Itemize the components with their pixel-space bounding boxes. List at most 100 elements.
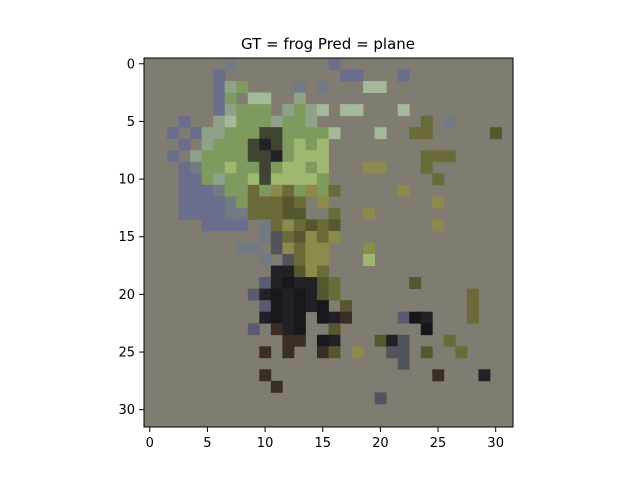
image-pixel [213, 69, 226, 82]
image-pixel [443, 150, 456, 163]
image-pixel [201, 161, 214, 174]
image-pixel [236, 173, 249, 186]
image-pixel [213, 184, 226, 197]
image-pixel [224, 81, 237, 93]
image-pixel [247, 104, 260, 117]
image-pixel [305, 300, 318, 313]
image-pixel [305, 277, 318, 290]
image-pixel [270, 184, 283, 197]
image-pixel [201, 150, 214, 163]
image-pixel [167, 150, 179, 163]
image-pixel [363, 81, 376, 93]
image-pixel [397, 104, 410, 117]
image-pixel [432, 369, 445, 382]
image-pixel [282, 219, 295, 232]
image-pixel [282, 127, 295, 140]
image-pixel [282, 323, 295, 336]
image-pixel [247, 288, 260, 301]
image-pixel [190, 196, 203, 209]
image-pixel [282, 207, 295, 220]
image-pixel [316, 311, 329, 324]
image-pixel [224, 58, 237, 70]
image-pixel [443, 115, 456, 128]
image-pixel [178, 138, 191, 151]
image-pixel [328, 277, 341, 290]
image-pixel [305, 230, 318, 243]
image-pixel [420, 323, 433, 336]
image-pixel [270, 150, 283, 163]
image-pixel [305, 173, 318, 186]
image-pixel [270, 173, 283, 186]
image-pixel [420, 346, 433, 359]
image-pixel [305, 254, 318, 266]
image-pixel [282, 265, 295, 278]
image-pixel [328, 311, 341, 324]
image-pixel [224, 219, 237, 232]
image-pixel [190, 127, 203, 140]
image-pixel [224, 173, 237, 186]
image-pixel [178, 173, 191, 186]
image-pixel [316, 242, 329, 255]
y-tick-label: 20 [118, 288, 135, 303]
image-pixel [363, 207, 376, 220]
image-pixel [293, 173, 306, 186]
image-pixel [236, 104, 249, 117]
image-pixel [351, 69, 364, 82]
image-pixel [386, 346, 399, 359]
image-pixel [316, 277, 329, 290]
image-pixel [397, 334, 410, 347]
image-pixel [432, 219, 445, 232]
image-pixel [282, 288, 295, 301]
image-pixel [305, 161, 318, 174]
image-pixel [328, 219, 341, 232]
image-pixel [247, 161, 260, 174]
image-pixel [282, 300, 295, 313]
image-pixel [328, 127, 341, 140]
image-pixel [420, 150, 433, 163]
image-pixel [247, 207, 260, 220]
image-pixel [432, 150, 445, 163]
image-pixel [293, 219, 306, 232]
image-pixel [247, 184, 260, 197]
image-pixel [293, 81, 306, 93]
image-pixel [351, 104, 364, 117]
image-pixel [328, 346, 341, 359]
pixel-layer [167, 58, 502, 405]
image-pixel [224, 115, 237, 128]
image-pixel [363, 242, 376, 255]
image-pixel [282, 138, 295, 151]
image-pixel [224, 161, 237, 174]
image-pixel [236, 184, 249, 197]
image-pixel [247, 127, 260, 140]
image-pixel [282, 115, 295, 128]
image-pixel [270, 300, 283, 313]
image-pixel [316, 161, 329, 174]
image-pixel [305, 288, 318, 301]
image-pixel [224, 138, 237, 151]
image-pixel [236, 207, 249, 220]
image-pixel [178, 196, 191, 209]
x-tick-label: 10 [257, 436, 274, 451]
x-tick-label: 30 [487, 436, 504, 451]
image-pixel [363, 161, 376, 174]
y-tick-label: 5 [127, 115, 135, 130]
image-pixel [305, 265, 318, 278]
image-pixel [213, 92, 226, 105]
image-pixel [293, 277, 306, 290]
image-pixel [270, 196, 283, 209]
image-pixel [420, 161, 433, 174]
image-pixel [316, 138, 329, 151]
image-pixel [247, 115, 260, 128]
image-pixel [293, 207, 306, 220]
image-pixel [190, 161, 203, 174]
image-pixel [293, 254, 306, 266]
image-pixel [213, 196, 226, 209]
image-pixel [247, 92, 260, 105]
image-pixel [328, 184, 341, 197]
image-pixel [420, 115, 433, 128]
image-pixel [305, 127, 318, 140]
image-pixel [316, 127, 329, 140]
image-pixel [270, 323, 283, 336]
image-pixel [328, 207, 341, 220]
image-pixel [386, 334, 399, 347]
